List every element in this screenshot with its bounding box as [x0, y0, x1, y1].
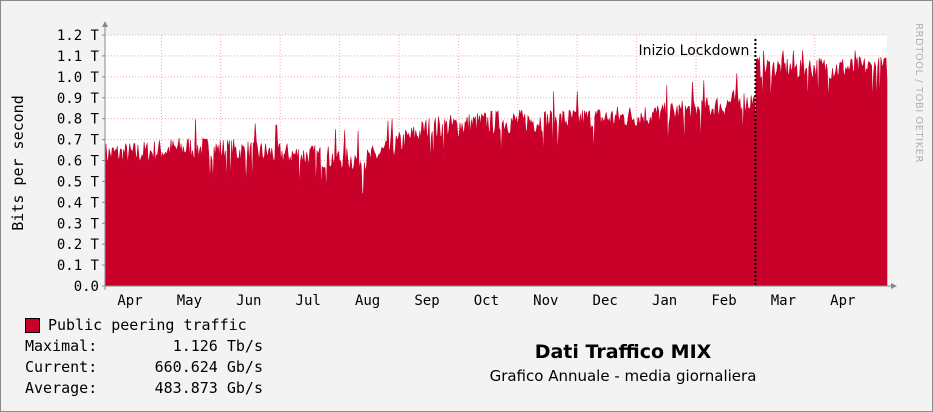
- x-tick-label: Dec: [593, 293, 618, 309]
- caption: Dati Traffico MIX Grafico Annuale - medi…: [453, 341, 793, 385]
- x-tick-label: Jul: [296, 293, 321, 309]
- x-tick-label: Jun: [236, 293, 261, 309]
- y-tick-labels: 0.0 0.1 T 0.2 T 0.3 T 0.4 T 0.5 T 0.6 T 0.7 T 0.…: [57, 28, 100, 295]
- y-tick-label: 0.1 T: [57, 258, 100, 274]
- y-tick-label: 1.0 T: [57, 70, 100, 86]
- x-tick-label: Apr: [117, 293, 142, 309]
- x-tick-label: Mar: [771, 293, 796, 309]
- x-axis-arrow: [891, 283, 897, 289]
- stat-maximal: Maximal: 1.126 Tb/s: [25, 336, 263, 357]
- axes: [102, 21, 897, 290]
- stat-value: 660.624 Gb/s: [154, 358, 263, 376]
- caption-title: Dati Traffico MIX: [534, 341, 712, 363]
- x-tick-labels: Apr May Jun Jul Aug Sep Oct Nov Dec Jan Feb Mar Apr: [117, 293, 855, 309]
- stat-average: Average: 483.873 Gb/s: [25, 378, 263, 399]
- y-tick-label: 0.0: [74, 279, 99, 295]
- x-tick-label: Feb: [711, 293, 736, 309]
- caption-subtitle: Grafico Annuale - media giornaliera: [489, 367, 757, 385]
- legend-swatch: [25, 318, 40, 333]
- rrdtool-credit: RRDTOOL / TOBI OETIKER: [913, 23, 924, 163]
- stat-value: 483.873 Gb/s: [154, 379, 263, 397]
- y-tick-label: 1.1 T: [57, 49, 100, 65]
- x-tick-label: Oct: [474, 293, 499, 309]
- y-tick-label: 0.6 T: [57, 154, 100, 170]
- x-tick-label: Apr: [830, 293, 855, 309]
- y-tick-label: 0.8 T: [57, 112, 100, 128]
- x-tick-label: Jan: [652, 293, 677, 309]
- y-tick-label: 0.9 T: [57, 91, 100, 107]
- x-tick-label: Nov: [533, 293, 558, 309]
- y-tick-label: 0.2 T: [57, 237, 100, 253]
- legend: Public peering traffic Maximal: 1.126 Tb…: [25, 315, 263, 399]
- x-tick-label: Sep: [414, 293, 439, 309]
- area-series: [104, 50, 888, 287]
- y-axis-arrow: [102, 21, 108, 27]
- stat-value: 1.126 Tb/s: [172, 337, 263, 355]
- y-tick-label: 0.3 T: [57, 216, 100, 232]
- y-tick-label: 0.4 T: [57, 195, 100, 211]
- legend-series-label: Public peering traffic: [48, 316, 247, 334]
- stat-current: Current: 660.624 Gb/s: [25, 357, 263, 378]
- y-axis-label: Bits per second: [9, 95, 27, 230]
- stat-label: Current:: [25, 358, 98, 376]
- y-tick-label: 1.2 T: [57, 28, 100, 44]
- x-tick-label: Aug: [355, 293, 380, 309]
- legend-series: Public peering traffic: [25, 315, 263, 336]
- x-tick-label: May: [177, 293, 202, 309]
- y-tick-label: 0.7 T: [57, 133, 100, 149]
- stat-label: Maximal:: [25, 337, 98, 355]
- y-tick-label: 0.5 T: [57, 174, 100, 190]
- traffic-area: [104, 50, 888, 287]
- lockdown-annotation: Inizio Lockdown: [639, 43, 750, 59]
- stat-label: Average:: [25, 379, 98, 397]
